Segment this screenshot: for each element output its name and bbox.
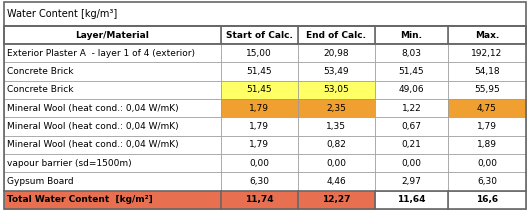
Text: 6,30: 6,30 [249,177,269,186]
Bar [448,172,526,191]
Bar [448,191,526,209]
Bar [375,117,448,136]
Bar [4,172,220,191]
Bar [4,191,220,209]
Bar [375,191,448,209]
Bar [220,117,298,136]
Text: 11,74: 11,74 [245,195,273,204]
Text: Mineral Wool (heat cond.: 0,04 W/mK): Mineral Wool (heat cond.: 0,04 W/mK) [7,104,179,113]
Text: 1,22: 1,22 [402,104,421,113]
Bar [298,62,375,81]
Bar [4,99,220,117]
Bar [448,154,526,172]
Bar [220,154,298,172]
Text: 0,00: 0,00 [402,159,421,168]
Text: Min.: Min. [401,31,422,39]
Text: Exterior Plaster A  - layer 1 of 4 (exterior): Exterior Plaster A - layer 1 of 4 (exter… [7,49,196,58]
Bar [4,117,220,136]
Bar [375,136,448,154]
Bar [220,136,298,154]
Text: 192,12: 192,12 [471,49,502,58]
Bar [298,99,375,117]
Text: Concrete Brick: Concrete Brick [7,67,74,76]
Bar [375,44,448,62]
Text: 1,79: 1,79 [249,104,269,113]
Bar [220,172,298,191]
Bar [298,191,375,209]
Text: 0,00: 0,00 [249,159,269,168]
Text: End of Calc.: End of Calc. [306,31,366,39]
Text: 16,6: 16,6 [476,195,498,204]
Text: 53,49: 53,49 [324,67,349,76]
Text: 15,00: 15,00 [246,49,272,58]
Bar [448,99,526,117]
Text: 51,45: 51,45 [246,67,272,76]
Bar [220,81,298,99]
Text: Max.: Max. [475,31,499,39]
Text: 1,35: 1,35 [326,122,347,131]
Text: 0,82: 0,82 [326,140,347,149]
Text: 0,21: 0,21 [402,140,421,149]
Text: Water Content [kg/m³]: Water Content [kg/m³] [7,9,118,19]
Text: vapour barrier (sd=1500m): vapour barrier (sd=1500m) [7,159,132,168]
Text: 51,45: 51,45 [246,85,272,95]
Text: 6,30: 6,30 [477,177,497,186]
Bar [220,191,298,209]
Text: 0,67: 0,67 [402,122,421,131]
Bar [4,26,526,44]
Text: 4,75: 4,75 [477,104,497,113]
Text: Gypsum Board: Gypsum Board [7,177,74,186]
Text: 49,06: 49,06 [399,85,425,95]
Text: 4,46: 4,46 [326,177,346,186]
Bar [375,99,448,117]
Bar [298,81,375,99]
Text: 11,64: 11,64 [398,195,426,204]
Bar [298,44,375,62]
Text: 2,35: 2,35 [326,104,347,113]
Text: 12,27: 12,27 [322,195,351,204]
Bar [4,154,220,172]
Text: Total Water Content  [kg/m²]: Total Water Content [kg/m²] [7,195,153,204]
Bar [4,26,526,209]
Bar [448,44,526,62]
Text: 1,89: 1,89 [477,140,497,149]
Text: 1,79: 1,79 [477,122,497,131]
Bar [448,117,526,136]
Text: Concrete Brick: Concrete Brick [7,85,74,95]
Bar [375,62,448,81]
Bar [298,172,375,191]
Bar [375,81,448,99]
Bar [298,154,375,172]
Text: 0,00: 0,00 [326,159,347,168]
Text: 0,00: 0,00 [477,159,497,168]
Bar [448,81,526,99]
Text: 54,18: 54,18 [474,67,500,76]
Text: 51,45: 51,45 [399,67,425,76]
Bar [220,99,298,117]
Text: 53,05: 53,05 [324,85,349,95]
Bar [448,62,526,81]
Text: 55,95: 55,95 [474,85,500,95]
Text: 20,98: 20,98 [324,49,349,58]
Bar [375,172,448,191]
Bar [298,117,375,136]
Text: Start of Calc.: Start of Calc. [226,31,293,39]
Bar [298,136,375,154]
Text: 2,97: 2,97 [402,177,421,186]
Text: 8,03: 8,03 [402,49,421,58]
Text: 1,79: 1,79 [249,122,269,131]
Text: 1,79: 1,79 [249,140,269,149]
Bar [4,81,220,99]
Bar [220,44,298,62]
Text: Mineral Wool (heat cond.: 0,04 W/mK): Mineral Wool (heat cond.: 0,04 W/mK) [7,140,179,149]
Bar [4,2,526,26]
Bar [4,44,220,62]
Bar [220,62,298,81]
Text: Layer/Material: Layer/Material [75,31,149,39]
Bar [4,62,220,81]
Bar [448,136,526,154]
Bar [375,154,448,172]
Text: Mineral Wool (heat cond.: 0,04 W/mK): Mineral Wool (heat cond.: 0,04 W/mK) [7,122,179,131]
Bar [4,136,220,154]
